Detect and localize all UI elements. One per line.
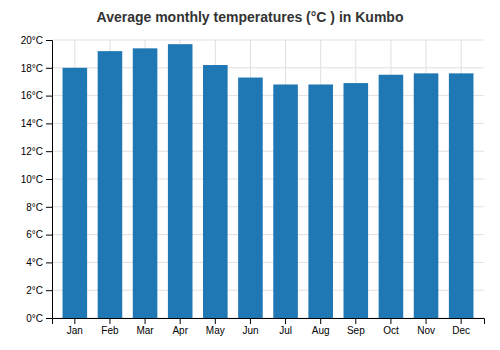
y-tick: 18°C	[21, 63, 52, 74]
y-tick: 4°C	[26, 257, 52, 268]
y-tick-mark	[46, 68, 52, 69]
x-tick: Feb	[101, 318, 119, 336]
x-tick-mark	[355, 318, 356, 324]
y-tick-label: 8°C	[26, 202, 43, 213]
x-tick: Nov	[417, 318, 435, 336]
y-tick-label: 18°C	[21, 63, 43, 74]
chart-container: Jan Feb Mar Apr May Jun Jul Aug Sep Oct Nov Dec 0°C 2…	[0, 0, 500, 350]
y-tick-label: 6°C	[26, 229, 43, 240]
x-tick: Oct	[383, 318, 399, 336]
y-tick-mark	[46, 207, 52, 208]
x-tick-label: Mar	[136, 325, 154, 336]
x-axis-line	[53, 319, 485, 325]
y-tick-mark	[46, 96, 52, 97]
bar	[308, 84, 333, 318]
y-tick: 10°C	[21, 174, 52, 185]
x-tick-label: Sep	[347, 325, 365, 336]
y-axis: 0°C 2°C 4°C 6°C 8°C 10°C 12°C 14°C 16°C 18°C 20°C	[21, 35, 53, 324]
y-tick-mark	[46, 40, 52, 41]
grid-line-y	[52, 40, 484, 41]
title: Average monthly temperatures (°C ) in Ku…	[97, 9, 404, 25]
y-tick-label: 2°C	[26, 285, 43, 296]
x-tick-mark	[109, 318, 110, 324]
y-tick-label: 4°C	[26, 257, 43, 268]
y-tick-mark	[46, 179, 52, 180]
y-tick: 2°C	[26, 285, 52, 296]
x-tick-label: Dec	[452, 325, 470, 336]
bar	[273, 84, 298, 318]
bars	[63, 44, 474, 318]
x-tick-label: Feb	[101, 325, 119, 336]
bar	[203, 65, 228, 318]
y-tick-label: 10°C	[21, 174, 43, 185]
x-tick-mark	[74, 318, 75, 324]
y-tick-label: 12°C	[21, 146, 43, 157]
y-tick-mark	[46, 151, 52, 152]
x-tick-label: Oct	[383, 325, 399, 336]
y-tick: 6°C	[26, 229, 52, 240]
x-tick: Sep	[347, 318, 365, 336]
x-tick-label: Nov	[417, 325, 435, 336]
y-tick: 20°C	[21, 35, 52, 46]
y-tick: 16°C	[21, 90, 52, 101]
x-tick: Aug	[312, 318, 330, 336]
y-tick-mark	[46, 290, 52, 291]
x-tick-label: Apr	[172, 325, 188, 336]
x-tick: Jun	[242, 318, 258, 336]
plot-area: Jan Feb Mar Apr May Jun Jul Aug Sep Oct Nov Dec 0°C 2…	[21, 35, 485, 336]
x-tick-mark	[461, 318, 462, 324]
bar	[63, 68, 88, 318]
y-tick-label: 16°C	[21, 90, 43, 101]
x-tick: Apr	[172, 318, 188, 336]
grid	[52, 40, 484, 318]
y-tick-mark	[46, 123, 52, 124]
x-tick-label: Jul	[279, 325, 292, 336]
y-tick: 0°C	[26, 313, 52, 324]
x-tick-mark	[320, 318, 321, 324]
x-axis: Jan Feb Mar Apr May Jun Jul Aug Sep Oct Nov Dec	[53, 318, 485, 336]
bar	[98, 51, 123, 318]
y-tick-mark	[46, 262, 52, 263]
y-tick: 14°C	[21, 118, 52, 129]
x-tick-mark	[285, 318, 286, 324]
x-tick: Dec	[452, 318, 470, 336]
x-tick-mark	[215, 318, 216, 324]
bar	[414, 73, 439, 318]
y-tick-label: 0°C	[26, 313, 43, 324]
x-tick-mark	[145, 318, 146, 324]
x-tick-mark	[390, 318, 391, 324]
x-tick: Jan	[67, 318, 83, 336]
chart-svg: Jan Feb Mar Apr May Jun Jul Aug Sep Oct Nov Dec 0°C 2…	[0, 0, 500, 350]
bar	[133, 48, 158, 318]
x-tick-label: Aug	[312, 325, 330, 336]
bar	[168, 44, 193, 318]
x-tick: May	[206, 318, 225, 336]
bar	[238, 78, 263, 318]
bar	[344, 83, 369, 318]
y-tick: 8°C	[26, 202, 52, 213]
x-tick-label: May	[206, 325, 225, 336]
bar	[379, 75, 404, 318]
y-tick-label: 20°C	[21, 35, 43, 46]
y-axis-line	[46, 41, 53, 319]
bar	[449, 73, 474, 318]
x-tick-mark	[426, 318, 427, 324]
x-tick: Mar	[136, 318, 154, 336]
x-tick: Jul	[279, 318, 292, 336]
y-tick: 12°C	[21, 146, 52, 157]
x-tick-label: Jan	[67, 325, 83, 336]
x-tick-label: Jun	[242, 325, 258, 336]
y-tick-mark	[46, 235, 52, 236]
y-tick-mark	[46, 318, 52, 319]
y-tick-label: 14°C	[21, 118, 43, 129]
x-tick-mark	[180, 318, 181, 324]
x-tick-mark	[250, 318, 251, 324]
